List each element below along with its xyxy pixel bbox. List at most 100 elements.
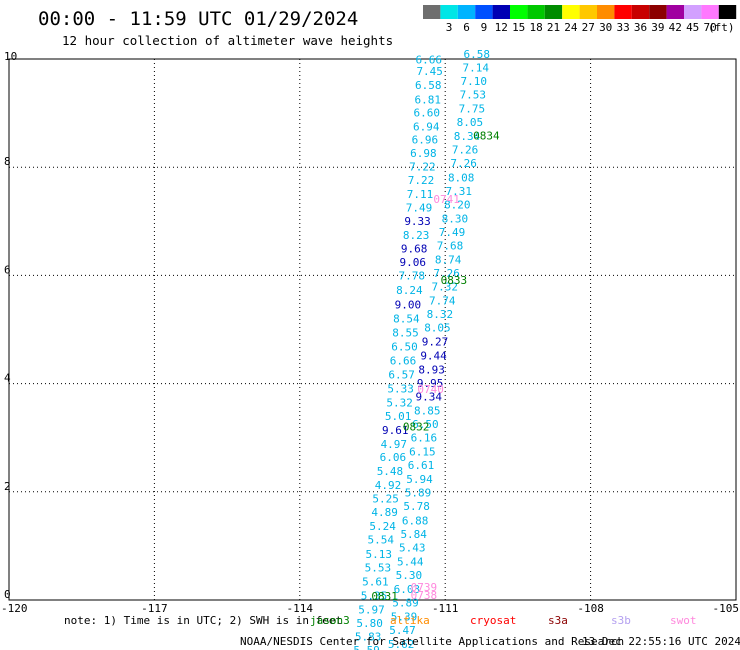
swh-value: 5.01 bbox=[385, 410, 412, 423]
swh-value: 6.66 bbox=[390, 355, 417, 368]
swh-value: 8.93 bbox=[418, 363, 445, 376]
y-tick-label: 10 bbox=[4, 50, 17, 63]
x-tick-label: -108 bbox=[577, 602, 604, 615]
swh-value: 7.68 bbox=[437, 239, 464, 252]
y-tick-label: 2 bbox=[4, 480, 11, 493]
x-tick-label: -111 bbox=[432, 602, 459, 615]
swh-value: 6.16 bbox=[411, 431, 438, 444]
swh-value: 8.24 bbox=[396, 284, 423, 297]
color-scale-label: 27 bbox=[582, 21, 595, 34]
swh-value: 8.55 bbox=[392, 327, 419, 340]
color-swatch bbox=[457, 5, 476, 19]
swh-value: 7.75 bbox=[459, 103, 486, 116]
swh-value: 8.05 bbox=[424, 322, 451, 335]
y-tick-label: 8 bbox=[4, 155, 11, 168]
swh-value: 7.49 bbox=[406, 202, 433, 215]
swh-value: 7.11 bbox=[407, 188, 434, 201]
swh-value: 7.26 bbox=[433, 267, 460, 280]
swh-value: 6.57 bbox=[388, 369, 415, 382]
x-tick-label: -120 bbox=[1, 602, 28, 615]
swh-value: 8.05 bbox=[457, 116, 484, 129]
swh-value: 6.94 bbox=[413, 120, 440, 133]
swh-value: 8.08 bbox=[448, 171, 475, 184]
swh-value: 5.84 bbox=[400, 528, 427, 541]
y-tick-label: 6 bbox=[4, 263, 11, 276]
x-tick-label: -105 bbox=[713, 602, 740, 615]
pass-time-label: 0833 bbox=[441, 274, 468, 287]
legend-altika: altika bbox=[390, 614, 430, 627]
swh-value: 4.92 bbox=[375, 479, 402, 492]
swh-value: 6.50 bbox=[412, 418, 439, 431]
swh-value: 5.47 bbox=[389, 624, 416, 637]
chart-title: 00:00 - 11:59 UTC 01/29/2024 bbox=[38, 8, 358, 30]
swh-value: 6.96 bbox=[412, 133, 439, 146]
legend-jason3: jason3 bbox=[310, 614, 350, 627]
generated-timestamp: 13 Dec 22:55:16 UTC 2024 bbox=[582, 635, 740, 648]
color-swatch bbox=[492, 5, 510, 19]
swh-value: 7.53 bbox=[460, 88, 487, 101]
swh-value: 5.33 bbox=[387, 382, 414, 395]
swh-value: 6.60 bbox=[414, 106, 441, 119]
color-scale-label: 30 bbox=[599, 21, 612, 34]
swh-value: 6.81 bbox=[415, 93, 442, 106]
color-swatch bbox=[510, 5, 528, 19]
swh-value: 9.68 bbox=[401, 243, 428, 256]
legend-cryosat: cryosat bbox=[470, 614, 516, 627]
swh-value: 5.44 bbox=[397, 555, 424, 568]
pass-time-label: 0832 bbox=[403, 421, 430, 434]
color-scale-label: 33 bbox=[616, 21, 629, 34]
swh-value: 5.30 bbox=[396, 569, 423, 582]
swh-value: 5.48 bbox=[377, 465, 404, 478]
x-tick-label: -114 bbox=[287, 602, 314, 615]
swh-value: 5.43 bbox=[399, 541, 426, 554]
color-scale-label: 9 bbox=[481, 21, 488, 34]
pass-time-label: 0738 bbox=[411, 589, 438, 602]
color-swatch bbox=[475, 5, 493, 19]
color-swatch bbox=[631, 5, 650, 19]
swh-value: 8.32 bbox=[427, 308, 454, 321]
swh-value: 7.78 bbox=[399, 270, 426, 283]
swh-value: 5.62 bbox=[388, 638, 415, 650]
color-swatch bbox=[544, 5, 563, 19]
color-scale-label: 45 bbox=[686, 21, 699, 34]
pass-time-label: 0740 bbox=[417, 383, 444, 396]
pass-time-label: 0741 bbox=[433, 193, 460, 206]
swh-value: 9.00 bbox=[395, 298, 422, 311]
color-swatch bbox=[649, 5, 667, 19]
x-tick-labels: -120 -117 -114 -111 -108 -105 bbox=[1, 602, 739, 615]
swh-value: 7.14 bbox=[462, 61, 489, 74]
pass-time-label: 0834 bbox=[473, 130, 500, 143]
swh-value: 6.58 bbox=[415, 79, 442, 92]
swh-value: 5.80 bbox=[356, 617, 383, 630]
swh-value: 4.97 bbox=[381, 438, 408, 451]
swh-value: 5.32 bbox=[386, 396, 413, 409]
swh-value: 6.98 bbox=[410, 147, 437, 160]
color-scale-label: 3 bbox=[446, 21, 453, 34]
color-scale-label: 70 bbox=[703, 21, 716, 34]
swh-value: 6.88 bbox=[402, 514, 429, 527]
swh-value: 8.20 bbox=[444, 198, 471, 211]
plot-frame bbox=[8, 58, 737, 601]
swh-value: 4.89 bbox=[371, 506, 398, 519]
swh-value: 5.89 bbox=[405, 487, 432, 500]
color-swatch bbox=[423, 5, 441, 19]
legend-swot: swot bbox=[670, 614, 697, 627]
color-scale-label: 21 bbox=[547, 21, 560, 34]
swh-value: 5.78 bbox=[403, 500, 430, 513]
swh-value: 8.23 bbox=[403, 229, 430, 242]
swh-value: 5.54 bbox=[367, 534, 394, 547]
color-swatch bbox=[718, 5, 737, 19]
chart-subtitle: 12 hour collection of altimeter wave hei… bbox=[62, 33, 393, 48]
swh-value: 8.54 bbox=[393, 312, 420, 325]
swh-value: 8.30 bbox=[442, 212, 469, 225]
swh-value: 9.95 bbox=[417, 377, 444, 390]
swh-value: 6.66 bbox=[415, 53, 442, 66]
swh-value: 5.59 bbox=[353, 644, 380, 650]
mission-legend: jason3 altika cryosat s3a s3b swot bbox=[310, 614, 697, 627]
color-scale-label: 15 bbox=[512, 21, 525, 34]
swh-value: 6.61 bbox=[408, 459, 435, 472]
swh-value: 5.53 bbox=[365, 561, 392, 574]
color-swatch bbox=[597, 5, 615, 19]
swh-value: 7.45 bbox=[416, 65, 443, 78]
